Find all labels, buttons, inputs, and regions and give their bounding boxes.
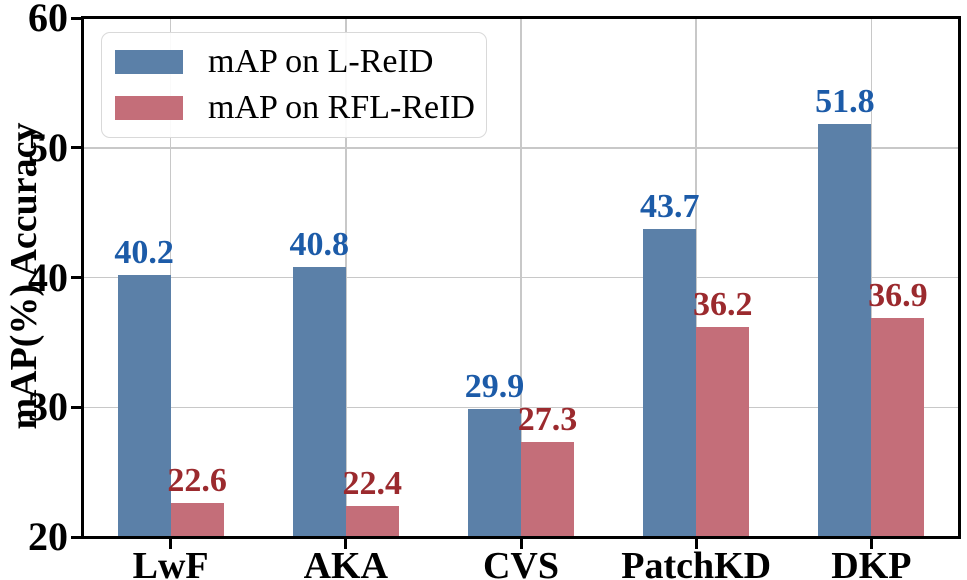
legend-swatch-rfl-reid-icon [115,96,183,120]
legend-label-l-reid: mAP on L-ReID [208,43,434,80]
bar-value-label: 40.2 [114,233,174,271]
bar-value-label: 43.7 [639,188,700,226]
bar-patchkd-rfl-reid [696,326,750,537]
bar-value-label: 51.8 [815,83,875,121]
v-gridline [169,18,172,537]
x-tick-label: LwF [132,545,209,580]
bar-value-label: 36.9 [868,276,928,314]
bar-cvs-l-reid [468,408,521,537]
bar-aka-rfl-reid [345,505,399,537]
y-tick-mark [71,276,81,279]
x-tick-mark [694,539,698,549]
bar-dkp-rfl-reid [871,317,925,537]
y-tick-mark [71,146,81,150]
bar-value-label: 36.2 [692,285,753,323]
legend-label-rfl-reid: mAP on RFL-ReID [208,89,475,126]
bar-lwf-l-reid [117,274,171,537]
x-tick-label: PatchKD [621,545,772,580]
y-tick-mark [71,535,81,539]
bar-cvs-rfl-reid [521,442,574,537]
bar-value-label: 40.8 [289,226,350,264]
v-gridline [345,18,347,537]
y-tick-label: 40 [28,254,68,300]
x-tick-label: AKA [303,545,389,580]
bar-value-label: 22.4 [342,464,403,502]
legend-item-rfl-reid: mAP on RFL-ReID [115,89,486,127]
y-tick-label: 30 [28,384,68,430]
x-tick-mark [519,539,523,549]
bar-patchkd-l-reid [643,229,697,537]
legend: mAP on L-ReID mAP on RFL-ReID [101,32,487,138]
x-tick-mark [169,539,173,549]
x-tick-mark [869,539,873,549]
bar-dkp-l-reid [818,124,872,537]
y-tick-label: 50 [28,124,68,170]
bar-value-label: 29.9 [464,367,525,405]
legend-swatch-l-reid-icon [115,50,183,74]
x-tick-mark [344,539,348,549]
v-gridline [870,18,873,537]
bar-aka-l-reid [292,267,346,537]
bar-value-label: 27.3 [517,401,578,439]
v-gridline [695,18,697,537]
bar-lwf-rfl-reid [170,503,224,537]
x-tick-label: DKP [831,545,912,580]
x-tick-label: CVS [482,545,560,580]
bar-value-label: 22.6 [167,462,227,500]
y-tick-mark [71,16,81,20]
legend-item-l-reid: mAP on L-ReID [115,43,486,81]
y-tick-label: 20 [28,514,68,559]
y-tick-mark [71,405,81,409]
y-tick-label: 60 [28,0,68,40]
v-gridline [520,18,522,537]
